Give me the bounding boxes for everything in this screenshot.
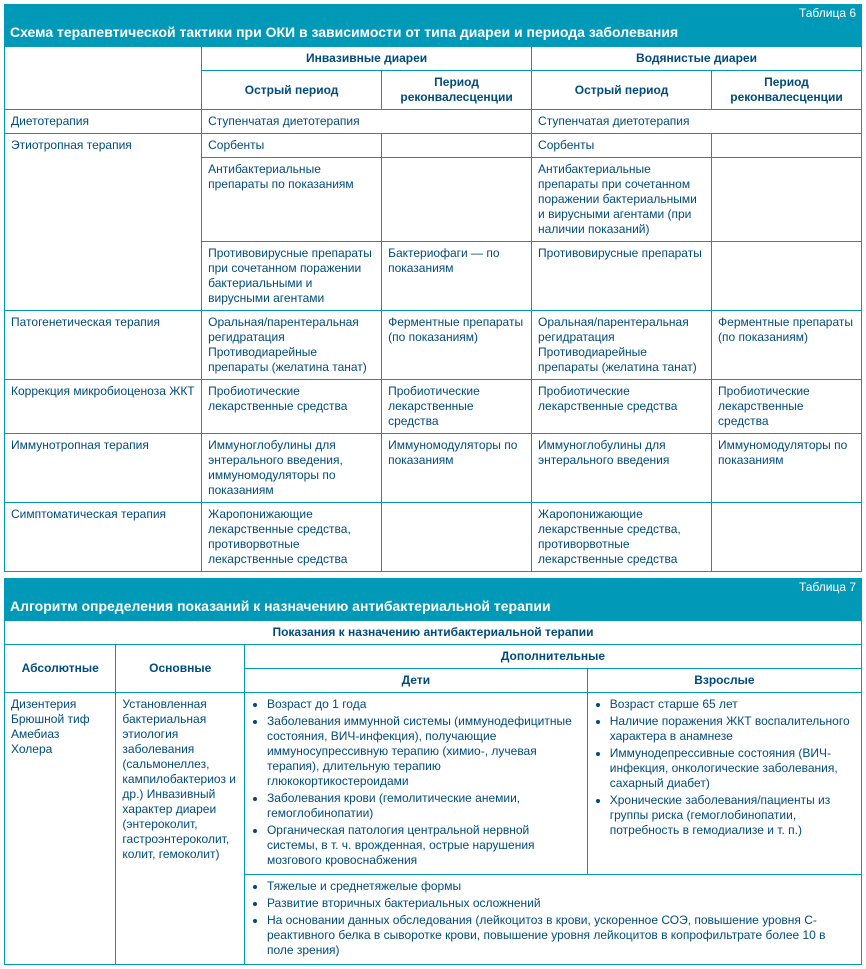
microbio-c3: Пробиотические лекарственные средства: [532, 380, 712, 434]
table6-title: Схема терапевтической тактики при ОКИ в …: [4, 20, 862, 46]
sympt-c1: Жаропонижающие лекарственные средства, п…: [202, 503, 382, 572]
table7-h-children: Дети: [244, 669, 587, 693]
table7-h-main: Показания к назначению антибактериальной…: [5, 621, 862, 645]
etio-r2-c3: Антибактериальные препараты при сочетанн…: [532, 158, 712, 242]
sympt-c2: [382, 503, 532, 572]
table7-h-add: Дополнительные: [244, 645, 861, 669]
row-diet-wat: Ступенчатая диетотерапия: [532, 110, 862, 134]
table7-h-abs: Абсолютные: [5, 645, 116, 693]
microbio-c1: Пробиотические лекарственные средства: [202, 380, 382, 434]
pathogen-c1: Оральная/парентеральная регидратация Про…: [202, 311, 382, 380]
immuno-c3: Иммуноглобулины для энтерального введени…: [532, 434, 712, 503]
sympt-c4: [712, 503, 862, 572]
pathogen-c2: Ферментные препараты (по показаниям): [382, 311, 532, 380]
pathogen-c3: Оральная/парентеральная регидратация Про…: [532, 311, 712, 380]
bullet-item: Возраст до 1 года: [267, 697, 581, 712]
bullet-item: Развитие вторичных бактериальных осложне…: [267, 896, 855, 911]
row-diet-inv: Ступенчатая диетотерапия: [202, 110, 532, 134]
bullet-item: Наличие поражения ЖКТ воспалительного ха…: [610, 714, 855, 744]
table6-h-acute1: Острый период: [202, 71, 382, 110]
table6-label: Таблица 6: [4, 4, 862, 20]
bullet-item: Заболевания иммунной системы (иммунодефи…: [267, 714, 581, 789]
table7-children-cell: Возраст до 1 года Заболевания иммунной си…: [244, 693, 587, 875]
bullet-item: На основании данных обследования (лейкоц…: [267, 913, 855, 958]
table7-adults-cell: Возраст старше 65 лет Наличие поражения Ж…: [587, 693, 861, 875]
table6-h-invasive: Инвазивные диареи: [202, 47, 532, 71]
adults-bullet-list: Возраст старше 65 лет Наличие поражения Ж…: [594, 697, 855, 838]
etio-r1-c1: Сорбенты: [202, 134, 382, 158]
bullet-item: Хронические заболевания/пациенты из груп…: [610, 793, 855, 838]
pathogen-c4: Ферментные препараты (по показаниям): [712, 311, 862, 380]
row-diet-label: Диетотерапия: [5, 110, 202, 134]
table6-h-blank: [5, 47, 202, 110]
table7-label: Таблица 7: [4, 578, 862, 594]
table7: Показания к назначению антибактериальной…: [4, 620, 862, 965]
bullet-item: Органическая патология центральной нервн…: [267, 823, 581, 868]
table7-h-osn: Основные: [116, 645, 245, 693]
sympt-c3: Жаропонижающие лекарственные средства, п…: [532, 503, 712, 572]
table7-main-cell: Установленная бактериальная этиология за…: [116, 693, 245, 965]
table7-h-adults: Взрослые: [587, 669, 861, 693]
etio-r3-c1: Противовирусные препараты при сочетанном…: [202, 242, 382, 311]
table7-title: Алгоритм определения показаний к назначе…: [4, 594, 862, 620]
table6-h-reconv1: Период реконвалесценции: [382, 71, 532, 110]
etio-r1-c2: [382, 134, 532, 158]
row-immuno-label: Иммунотропная терапия: [5, 434, 202, 503]
row-pathogen-label: Патогенетическая терапия: [5, 311, 202, 380]
immuno-c4: Иммуномодуляторы по показаниям: [712, 434, 862, 503]
bullet-item: Возраст старше 65 лет: [610, 697, 855, 712]
microbio-c2: Пробиотические лекарственные средства: [382, 380, 532, 434]
children-bullet-list: Возраст до 1 года Заболевания иммунной си…: [251, 697, 581, 868]
table6-h-watery: Водянистые диареи: [532, 47, 862, 71]
row-sympt-label: Симптоматическая терапия: [5, 503, 202, 572]
immuno-c2: Иммуномодуляторы по показаниям: [382, 434, 532, 503]
bullet-item: Иммунодепрессивные состояния (ВИЧ-инфекц…: [610, 746, 855, 791]
table6-h-reconv2: Период реконвалесценции: [712, 71, 862, 110]
table7-bottom-cell: Тяжелые и среднетяжелые формы Развитие вт…: [244, 875, 861, 965]
etio-r3-c3: Противовирусные препараты: [532, 242, 712, 311]
bottom-bullet-list: Тяжелые и среднетяжелые формы Развитие вт…: [251, 879, 855, 958]
row-etio-label: Этиотропная терапия: [5, 134, 202, 311]
table7-abs-cell: ДизентерияБрюшной тифАмебиазХолера: [5, 693, 116, 965]
etio-r3-c2: Бактериофаги — по показаниям: [382, 242, 532, 311]
row-microbio-label: Коррекция микробиоценоза ЖКТ: [5, 380, 202, 434]
bullet-item: Заболевания крови (гемолитические анемии…: [267, 791, 581, 821]
etio-r2-c1: Антибактериальные препараты по показания…: [202, 158, 382, 242]
etio-r1-c3: Сорбенты: [532, 134, 712, 158]
microbio-c4: Пробиотические лекарственные средства: [712, 380, 862, 434]
etio-r2-c4: [712, 158, 862, 242]
immuno-c1: Иммуноглобулины для энтерального введени…: [202, 434, 382, 503]
etio-r3-c4: [712, 242, 862, 311]
etio-r1-c4: [712, 134, 862, 158]
table6: Инвазивные диареи Водянистые диареи Остр…: [4, 46, 862, 572]
bullet-item: Тяжелые и среднетяжелые формы: [267, 879, 855, 894]
etio-r2-c2: [382, 158, 532, 242]
table6-h-acute2: Острый период: [532, 71, 712, 110]
